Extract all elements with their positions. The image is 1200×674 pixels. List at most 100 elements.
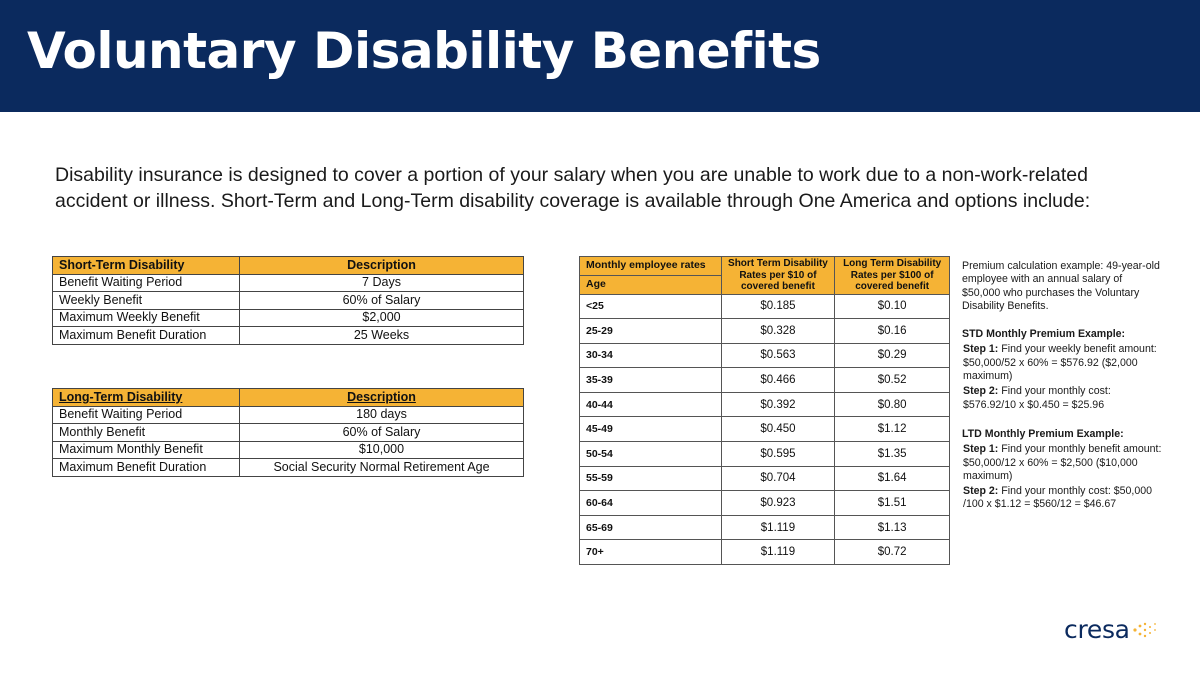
ltd-header-label: Long-Term Disability [52,388,240,407]
step-label: Step 2: [963,485,999,498]
std-step-1: Step 1: Find your weekly benefit amount:… [963,343,1162,383]
ltd-step-2: Step 2: Find your monthly cost: $50,000 … [963,485,1162,512]
rate-age: 35-39 [579,367,722,393]
rates-header-age: Age [579,274,722,295]
table-row: Benefit Waiting Period 180 days [52,405,524,424]
ltd-row-label: Maximum Monthly Benefit [52,440,240,459]
std-row-value: 60% of Salary [239,291,524,310]
ltd-row-value: 60% of Salary [239,423,524,442]
ltd-table: Long-Term Disability Description Benefit… [52,388,524,477]
table-row: Maximum Benefit Duration 25 Weeks [52,326,524,345]
table-row: 45-49 $0.450 $1.12 [579,416,950,443]
cresa-logo: cresa [1064,616,1158,644]
rate-age: 30-34 [579,342,722,369]
step-text: Find your monthly benefit amount: $50,00… [963,443,1162,482]
rates-table: Monthly employee rates Short Term Disabi… [579,256,950,566]
table-row: 55-59 $0.704 $1.64 [579,465,950,492]
std-row-value: $2,000 [239,308,524,327]
rate-std: $0.185 [720,293,836,320]
ltd-row-label: Maximum Benefit Duration [52,458,240,477]
rate-age: 60-64 [579,490,722,516]
ltd-row-label: Benefit Waiting Period [52,405,240,424]
premium-example: Premium calculation example: 49-year-old… [962,260,1162,514]
table-row: 50-54 $0.595 $1.35 [579,441,950,467]
std-table: Short-Term Disability Description Benefi… [52,256,524,345]
rate-age: 45-49 [579,416,722,443]
ltd-table-header: Long-Term Disability Description [52,388,524,407]
dot-burst-icon [1133,622,1156,638]
step-text: Find your monthly cost: $576.92/10 x $0.… [963,385,1111,411]
logo-wordmark: cresa [1064,615,1130,644]
rate-age: 70+ [579,539,722,566]
rate-age: 65-69 [579,514,722,541]
ltd-row-value: 180 days [239,405,524,424]
rate-std: $1.119 [720,539,836,566]
table-row: <25 $0.185 $0.10 [579,293,950,320]
rate-std: $0.704 [720,465,836,492]
ltd-step-1: Step 1: Find your monthly benefit amount… [963,443,1162,483]
rate-std: $1.119 [720,514,836,541]
rate-age: 55-59 [579,465,722,492]
rate-std: $0.328 [720,318,836,344]
rate-ltd: $0.52 [834,367,950,393]
ltd-row-label: Monthly Benefit [52,423,240,442]
rate-ltd: $1.64 [834,465,950,492]
std-row-value: 7 Days [239,273,524,292]
table-row: Weekly Benefit 60% of Salary [52,291,524,310]
ltd-header-description: Description [239,388,524,407]
example-intro: Premium calculation example: 49-year-old… [962,260,1160,312]
std-row-label: Maximum Benefit Duration [52,326,240,345]
intro-paragraph: Disability insurance is designed to cove… [55,164,1091,212]
rate-std: $0.595 [720,441,836,467]
table-row: 70+ $1.119 $0.72 [579,539,950,566]
rate-ltd: $0.29 [834,342,950,369]
rates-header-std: Short Term Disability Rates per $10 of c… [720,256,836,295]
table-row: Maximum Monthly Benefit $10,000 [52,440,524,459]
table-row: Maximum Weekly Benefit $2,000 [52,308,524,327]
rate-ltd: $1.13 [834,514,950,541]
std-row-value: 25 Weeks [239,326,524,345]
rate-std: $0.466 [720,367,836,393]
table-row: 30-34 $0.563 $0.29 [579,342,950,369]
rate-age: 50-54 [579,441,722,467]
rate-ltd: $1.51 [834,490,950,516]
rate-ltd: $1.35 [834,441,950,467]
std-row-label: Weekly Benefit [52,291,240,310]
std-header-label: Short-Term Disability [52,256,240,275]
rate-age: 25-29 [579,318,722,344]
rate-std: $0.392 [720,391,836,418]
step-label: Step 2: [963,385,999,398]
rates-header-monthly: Monthly employee rates [579,256,722,276]
step-label: Step 1: [963,443,999,456]
rate-std: $0.563 [720,342,836,369]
step-label: Step 1: [963,343,999,356]
std-table-header: Short-Term Disability Description [52,256,524,275]
rate-std: $0.450 [720,416,836,443]
header-bar: Voluntary Disability Benefits [0,0,1200,112]
std-step-2: Step 2: Find your monthly cost: $576.92/… [963,385,1162,412]
page-title: Voluntary Disability Benefits [27,22,821,80]
table-row: 25-29 $0.328 $0.16 [579,318,950,344]
table-row: 35-39 $0.466 $0.52 [579,367,950,393]
std-row-label: Maximum Weekly Benefit [52,308,240,327]
rate-age: 40-44 [579,391,722,418]
rate-ltd: $0.72 [834,539,950,566]
rate-std: $0.923 [720,490,836,516]
table-row: 65-69 $1.119 $1.13 [579,514,950,541]
rate-ltd: $0.16 [834,318,950,344]
ltd-row-value: $10,000 [239,440,524,459]
table-row: Maximum Benefit Duration Social Security… [52,458,524,477]
table-row: 60-64 $0.923 $1.51 [579,490,950,516]
step-text: Find your weekly benefit amount: $50,000… [963,343,1157,383]
rate-ltd: $0.10 [834,293,950,320]
table-row: 40-44 $0.392 $0.80 [579,391,950,418]
ltd-example-title: LTD Monthly Premium Example: [962,427,1124,440]
ltd-row-value: Social Security Normal Retirement Age [239,458,524,477]
table-row: Monthly Benefit 60% of Salary [52,423,524,442]
table-row: Benefit Waiting Period 7 Days [52,273,524,292]
rate-ltd: $0.80 [834,391,950,418]
std-header-description: Description [239,256,524,275]
std-example-title: STD Monthly Premium Example: [962,328,1126,341]
rate-age: <25 [579,293,722,320]
std-row-label: Benefit Waiting Period [52,273,240,292]
